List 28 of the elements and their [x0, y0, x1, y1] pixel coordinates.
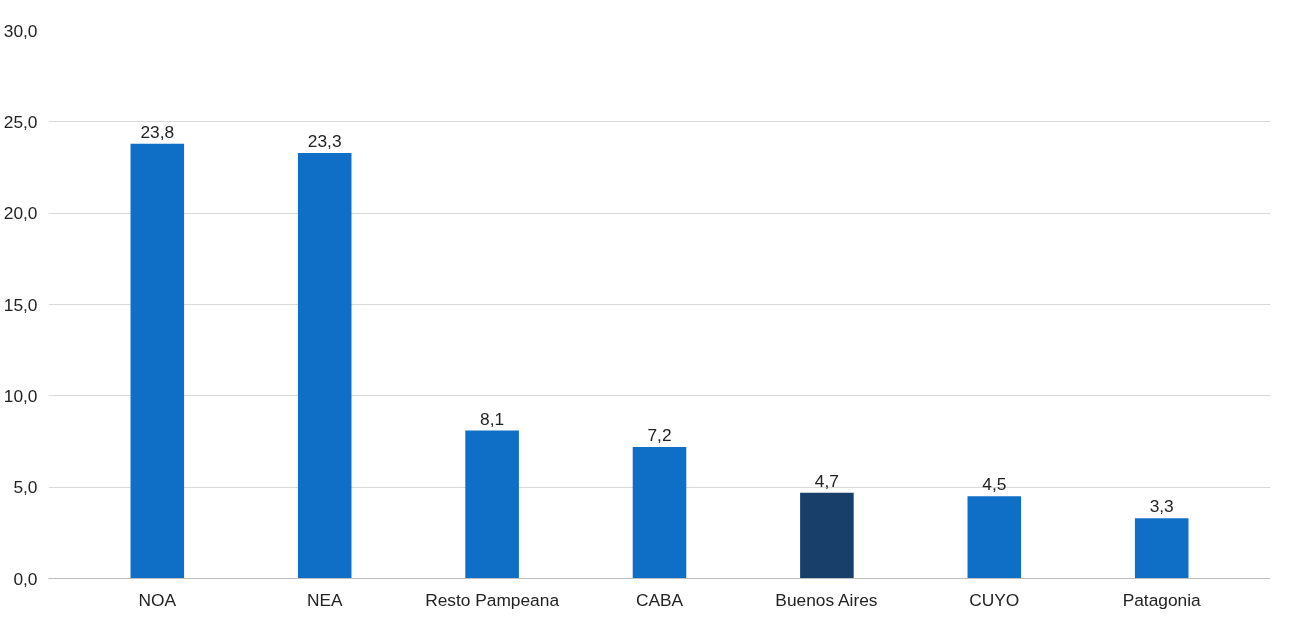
bar [800, 492, 854, 579]
bar [130, 143, 185, 579]
bar [1134, 518, 1189, 579]
data-label: 4,5 [982, 474, 1007, 495]
x-tick-label: CABA [635, 589, 684, 610]
data-label: 23,8 [140, 121, 175, 142]
data-label: 8,1 [480, 408, 505, 429]
y-tick-label: 10,0 [3, 385, 38, 406]
data-label: 3,3 [1149, 496, 1174, 517]
data-label: 23,3 [307, 130, 342, 151]
data-label: 7,2 [647, 424, 672, 445]
bar [967, 496, 1022, 579]
x-tick-label: NEA [306, 589, 343, 610]
bar [297, 152, 352, 579]
bar [632, 446, 687, 579]
x-tick-label: NOA [138, 589, 177, 610]
x-tick-label: CUYO [969, 589, 1020, 610]
data-label: 4,7 [814, 470, 839, 491]
x-tick-label: Buenos Aires [775, 589, 878, 610]
x-tick-label: Resto Pampeana [425, 589, 560, 610]
x-tick-label: Patagonia [1122, 589, 1202, 610]
bar [465, 430, 519, 579]
y-tick-label: 0,0 [13, 568, 38, 589]
y-tick-label: 25,0 [3, 111, 38, 132]
y-tick-label: 5,0 [13, 477, 38, 498]
y-tick-label: 15,0 [3, 294, 38, 315]
y-tick-label: 30,0 [3, 20, 38, 41]
y-tick-label: 20,0 [3, 203, 38, 224]
